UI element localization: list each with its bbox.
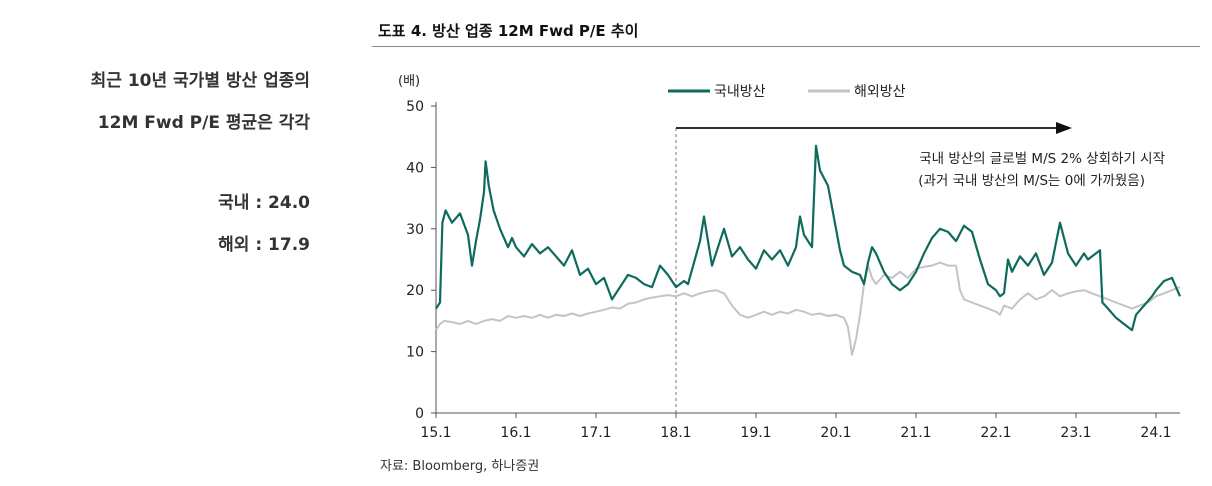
y-tick-label: 20 bbox=[406, 283, 424, 299]
y-tick-label: 10 bbox=[406, 345, 424, 361]
annotation-text-line1: 국내 방산의 글로벌 M/S 2% 상회하기 시작 bbox=[919, 151, 1165, 167]
legend-label-overseas: 해외방산 bbox=[854, 84, 906, 100]
x-tick-label: 15.1 bbox=[420, 425, 451, 441]
source-note: 자료: Bloomberg, 하나증권 bbox=[380, 459, 540, 474]
x-tick-label: 16.1 bbox=[500, 425, 531, 441]
y-axis-label: (배) bbox=[398, 74, 420, 89]
annotation-arrow-head bbox=[1056, 122, 1072, 134]
x-tick-label: 23.1 bbox=[1060, 425, 1091, 441]
legend-label-domestic: 국내방산 bbox=[714, 84, 766, 100]
series-line-domestic bbox=[435, 144, 1182, 332]
summary-text-line2: 12M Fwd P/E 평균은 각각 bbox=[97, 113, 310, 133]
domestic-average-stat: 국내 : 24.0 bbox=[218, 193, 310, 213]
y-tick-label: 30 bbox=[406, 222, 424, 238]
x-tick-label: 22.1 bbox=[980, 425, 1011, 441]
y-tick-label: 50 bbox=[406, 99, 424, 115]
x-tick-label: 17.1 bbox=[580, 425, 611, 441]
x-tick-label: 20.1 bbox=[820, 425, 851, 441]
annotation-text-line2: (과거 국내 방산의 M/S는 0에 가까웠음) bbox=[918, 173, 1145, 189]
y-tick-label: 40 bbox=[406, 160, 424, 176]
figure-title: 도표 4. 방산 업종 12M Fwd P/E 추이 bbox=[378, 22, 639, 40]
title-divider bbox=[372, 46, 1200, 47]
x-tick-label: 18.1 bbox=[660, 425, 691, 441]
x-tick-label: 19.1 bbox=[740, 425, 771, 441]
x-tick-label: 24.1 bbox=[1140, 425, 1171, 441]
overseas-average-stat: 해외 : 17.9 bbox=[218, 235, 310, 255]
series-line-overseas bbox=[435, 261, 1181, 356]
y-tick-label: 0 bbox=[415, 406, 424, 422]
summary-text-line1: 최근 10년 국가별 방산 업종의 bbox=[90, 71, 310, 91]
x-tick-label: 21.1 bbox=[900, 425, 931, 441]
